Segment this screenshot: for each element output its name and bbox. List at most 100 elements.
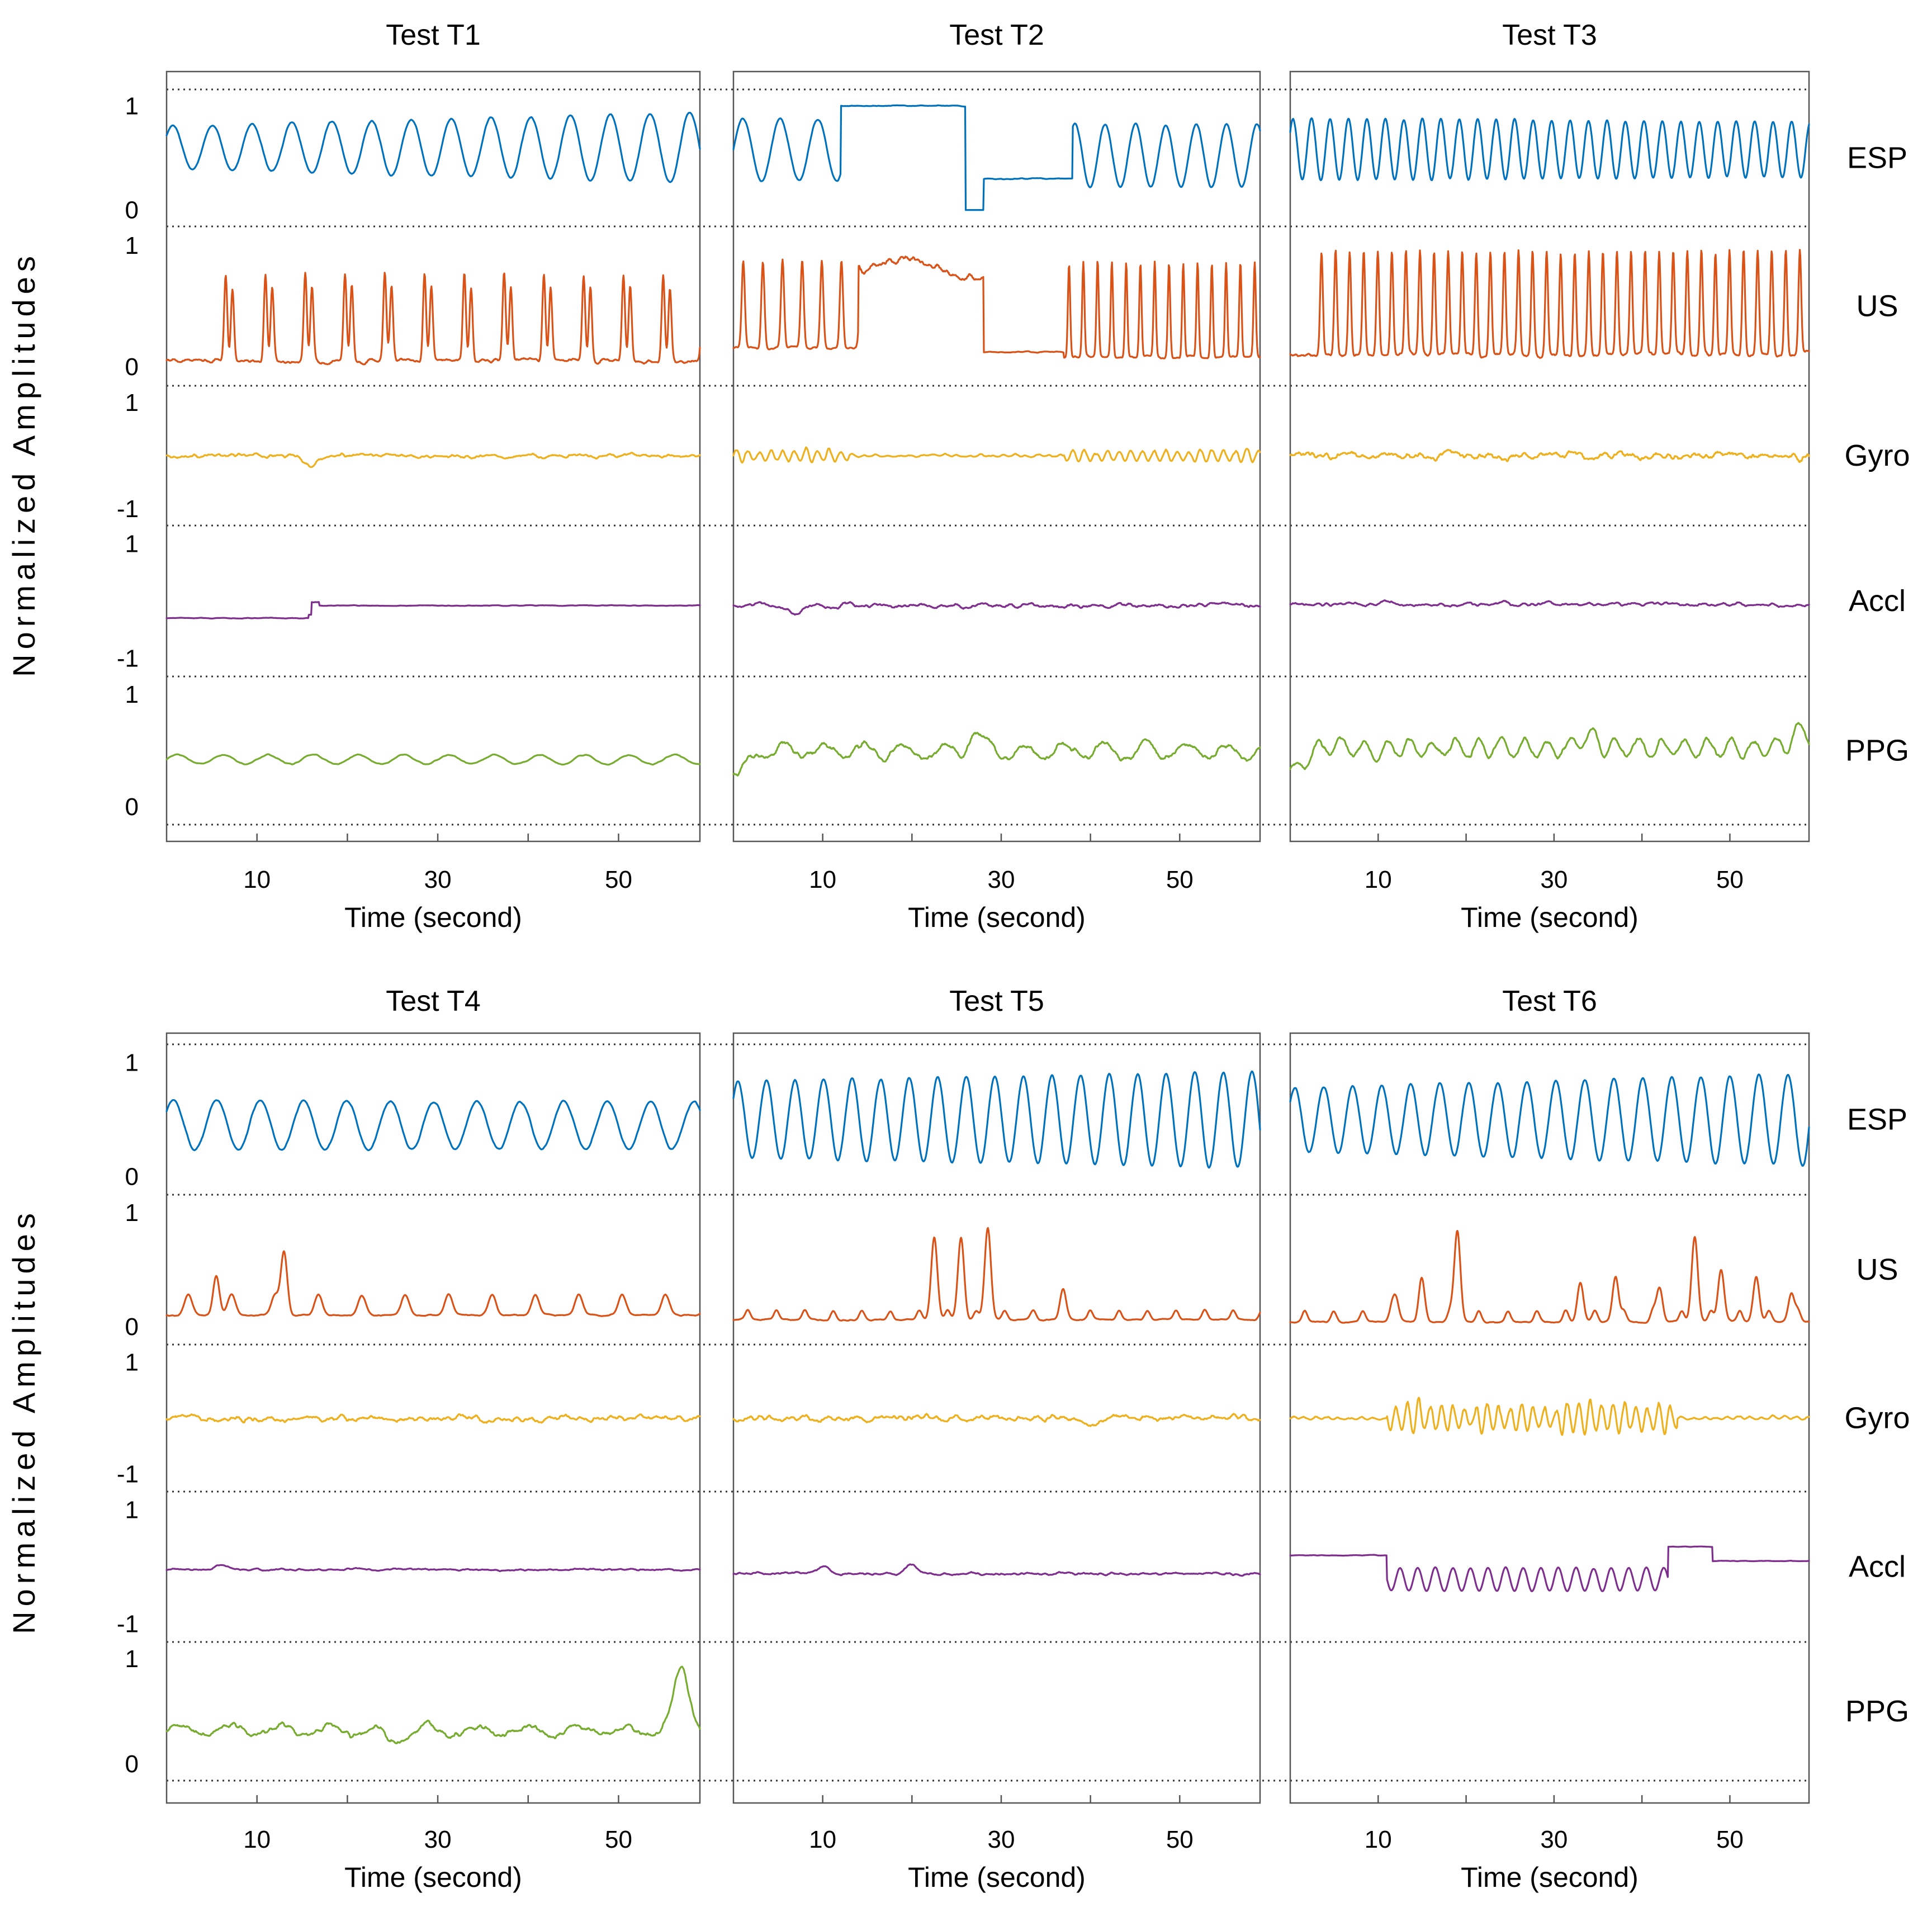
trace-us [165, 272, 701, 366]
y-tick-label: 0 [125, 1313, 139, 1341]
panel-title: Test T6 [1502, 985, 1597, 1017]
x-tick-label: 30 [1540, 866, 1568, 893]
panel-frame [165, 1032, 701, 1804]
x-tick-label: 30 [424, 866, 452, 893]
channel-label-us: US [1856, 1253, 1898, 1286]
y-tick-label: 1 [125, 1496, 139, 1523]
x-tick-label: 30 [1540, 1826, 1568, 1853]
x-axis-label: Time (second) [344, 1862, 522, 1893]
panel-title: Test T5 [949, 985, 1044, 1017]
trace-us [732, 255, 1261, 359]
trace-gyro [732, 446, 1261, 464]
x-tick-label: 10 [243, 1826, 271, 1853]
trace-ppg [165, 1665, 701, 1744]
x-tick-label: 50 [1716, 1826, 1744, 1853]
trace-accl [1289, 1545, 1810, 1592]
channel-label-gyro: Gyro [1844, 1402, 1910, 1435]
panel-title: Test T4 [386, 985, 481, 1017]
y-tick-label: -1 [117, 495, 139, 523]
trace-accl [732, 601, 1261, 616]
trace-gyro [1289, 1397, 1810, 1436]
channel-label-ppg: PPG [1845, 734, 1909, 768]
y-tick-label: 1 [125, 1049, 139, 1076]
y-tick-label: 0 [125, 353, 139, 381]
trace-ppg [1289, 722, 1810, 770]
trace-accl [1289, 599, 1810, 608]
x-axis-label: Time (second) [1461, 1862, 1639, 1893]
channel-label-accl: Accl [1849, 584, 1906, 618]
panel-test-t3: Test T3 10 30 50 Time (second) [1289, 19, 1810, 933]
trace-esp [732, 104, 1261, 211]
panel-test-t2: Test T2 10 30 50 Time (second) [732, 19, 1261, 933]
panel-test-t4: Test T4 10 30 50 Time (second) [165, 985, 701, 1893]
trace-gyro [165, 1413, 701, 1424]
trace-us [1289, 1229, 1810, 1324]
panel-frame [1289, 70, 1810, 843]
x-tick-label: 10 [809, 1826, 836, 1853]
y-tick-label: 0 [125, 197, 139, 224]
y-tick-label: 1 [125, 389, 139, 417]
channel-label-esp: ESP [1847, 1103, 1907, 1137]
panel-frame [165, 70, 701, 843]
channel-label-ppg: PPG [1845, 1695, 1909, 1728]
panel-title: Test T2 [949, 19, 1044, 51]
panel-title: Test T3 [1502, 19, 1597, 51]
x-tick-label: 50 [605, 1826, 632, 1853]
trace-esp [1289, 1073, 1810, 1167]
trace-us [1289, 249, 1810, 359]
trace-us [732, 1227, 1261, 1322]
y-tick-label: 1 [125, 92, 139, 120]
trace-gyro [165, 452, 701, 468]
trace-us [165, 1250, 701, 1317]
channel-label-us: US [1856, 290, 1898, 323]
trace-esp [165, 1099, 701, 1152]
panel-test-t6: Test T6 10 30 50 Time (second) [1289, 985, 1810, 1893]
trace-accl [165, 1564, 701, 1572]
x-tick-label: 10 [809, 866, 836, 893]
trace-gyro [732, 1413, 1261, 1427]
trace-esp [165, 111, 701, 183]
y-tick-label: -1 [117, 1611, 139, 1638]
trace-ppg [165, 753, 701, 766]
x-tick-label: 50 [1166, 866, 1194, 893]
y-tick-label: 1 [125, 1199, 139, 1227]
trace-ppg [732, 732, 1261, 777]
x-tick-label: 30 [424, 1826, 452, 1853]
trace-accl [165, 601, 701, 619]
panel-frame [732, 70, 1261, 843]
panel-test-t1: Test T1 10 30 50 Time (second) [165, 19, 701, 933]
channel-label-esp: ESP [1847, 141, 1907, 175]
trace-esp [732, 1070, 1261, 1169]
x-axis-label: Time (second) [1461, 902, 1639, 933]
x-tick-label: 10 [243, 866, 271, 893]
x-tick-label: 50 [1166, 1826, 1194, 1853]
y-tick-label: 0 [125, 1163, 139, 1191]
y-tick-label: 1 [125, 530, 139, 557]
panel-test-t5: Test T5 10 30 50 Time (second) [732, 985, 1261, 1893]
y-tick-label: 0 [125, 1750, 139, 1778]
x-tick-label: 10 [1365, 866, 1392, 893]
channel-label-gyro: Gyro [1844, 439, 1910, 472]
panel-title: Test T1 [386, 19, 481, 51]
panel-frame [732, 1032, 1261, 1804]
y-tick-label: 1 [125, 1645, 139, 1673]
y-axis-label: Normalized Amplitudes [6, 251, 41, 677]
y-tick-label: 1 [125, 232, 139, 259]
x-axis-label: Time (second) [344, 902, 522, 933]
x-tick-label: 30 [988, 866, 1015, 893]
y-tick-label: 1 [125, 1349, 139, 1376]
x-tick-label: 10 [1365, 1826, 1392, 1853]
x-tick-label: 50 [605, 866, 632, 893]
channel-label-accl: Accl [1849, 1550, 1906, 1584]
x-axis-label: Time (second) [908, 1862, 1086, 1893]
trace-esp [1289, 117, 1810, 181]
x-tick-label: 50 [1716, 866, 1744, 893]
trace-accl [732, 1563, 1261, 1577]
y-tick-label: -1 [117, 645, 139, 673]
y-tick-label: -1 [117, 1460, 139, 1488]
y-axis-label: Normalized Amplitudes [6, 1208, 41, 1634]
y-tick-label: 0 [125, 793, 139, 821]
y-tick-label: 1 [125, 681, 139, 708]
trace-gyro [1289, 449, 1810, 463]
